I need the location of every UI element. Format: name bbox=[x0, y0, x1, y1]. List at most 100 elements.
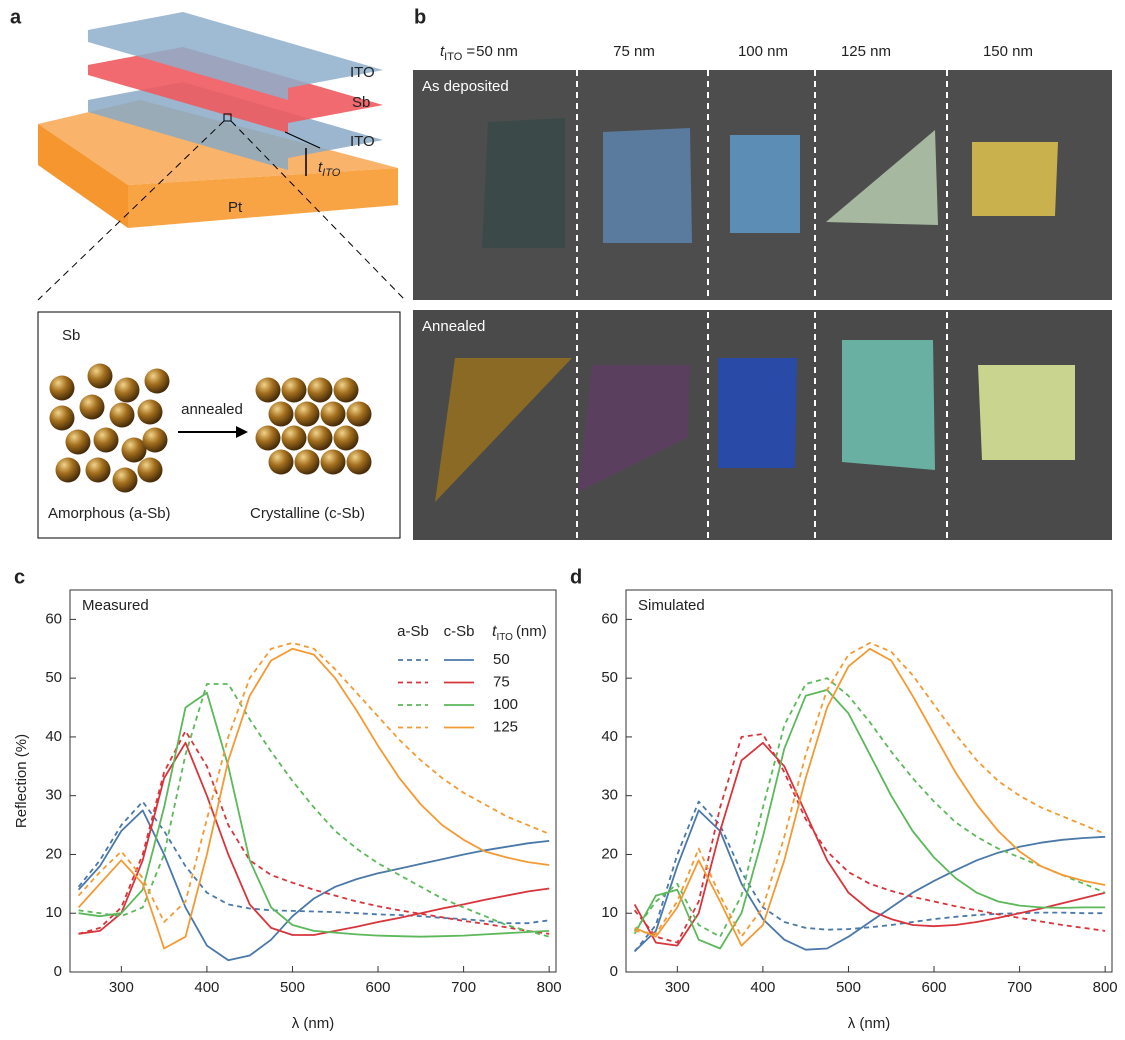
y-tick-label: 0 bbox=[54, 963, 62, 980]
atom bbox=[94, 428, 119, 453]
atom bbox=[86, 458, 111, 483]
atom bbox=[269, 402, 294, 427]
x-tick-label: 600 bbox=[366, 979, 391, 996]
series-line bbox=[635, 643, 1106, 937]
y-tick-label: 50 bbox=[601, 669, 618, 686]
x-tick-label: 300 bbox=[665, 979, 690, 996]
thickness-label: 125 nm bbox=[841, 43, 891, 60]
y-tick-label: 50 bbox=[45, 669, 62, 686]
layer-label: Pt bbox=[228, 199, 243, 216]
sample bbox=[603, 128, 692, 243]
legend-label: 50 bbox=[493, 651, 510, 668]
thickness-label: 100 nm bbox=[738, 43, 788, 60]
inset-title: Sb bbox=[62, 327, 80, 344]
thickness-label: 75 nm bbox=[613, 43, 655, 60]
atom bbox=[50, 376, 75, 401]
y-tick-label: 20 bbox=[45, 845, 62, 862]
sample bbox=[842, 340, 935, 470]
x-tick-label: 400 bbox=[750, 979, 775, 996]
sample bbox=[730, 135, 800, 233]
legend-title: tITO(nm) bbox=[492, 623, 547, 643]
atom bbox=[321, 450, 346, 475]
atom bbox=[308, 378, 333, 403]
panel-label: d bbox=[570, 566, 582, 588]
layer-label: ITO bbox=[350, 133, 375, 150]
x-tick-label: 500 bbox=[280, 979, 305, 996]
atom bbox=[295, 402, 320, 427]
atom bbox=[66, 430, 91, 455]
atom bbox=[269, 450, 294, 475]
subscript: ITO bbox=[496, 632, 513, 643]
atom bbox=[334, 426, 359, 451]
series-line bbox=[79, 643, 550, 922]
arrow-label: annealed bbox=[181, 401, 243, 418]
plot-frame bbox=[626, 590, 1112, 972]
x-tick-label: 300 bbox=[109, 979, 134, 996]
atom bbox=[110, 403, 135, 428]
atom bbox=[145, 369, 170, 394]
atom bbox=[321, 402, 346, 427]
subscript: ITO bbox=[322, 167, 341, 179]
legend-column: c-Sb bbox=[444, 623, 475, 640]
atom bbox=[282, 426, 307, 451]
series-line bbox=[635, 734, 1106, 943]
x-tick-label: 700 bbox=[451, 979, 476, 996]
layer-label: ITO bbox=[350, 64, 375, 81]
y-tick-label: 10 bbox=[601, 904, 618, 921]
atom bbox=[256, 426, 281, 451]
panel-label: a bbox=[10, 6, 22, 28]
atom bbox=[347, 402, 372, 427]
atom bbox=[282, 378, 307, 403]
thickness-label: 150 nm bbox=[983, 43, 1033, 60]
x-axis-label: λ (nm) bbox=[848, 1015, 891, 1032]
figure: a ITO Sb ITO Pt tITO Sb annealed Amorpho… bbox=[0, 0, 1125, 1035]
y-axis-label: Reflection (%) bbox=[13, 734, 30, 828]
y-tick-label: 10 bbox=[45, 904, 62, 921]
series-line bbox=[635, 649, 1106, 946]
atom bbox=[80, 395, 105, 420]
y-tick-label: 40 bbox=[601, 728, 618, 745]
plot-frame bbox=[70, 590, 556, 972]
y-tick-label: 60 bbox=[45, 610, 62, 627]
sample bbox=[482, 118, 565, 248]
chart-title: Simulated bbox=[638, 597, 705, 614]
thickness-label: 50 nm bbox=[476, 43, 518, 60]
legend-label: 75 bbox=[493, 673, 510, 690]
layer-label: Sb bbox=[352, 94, 370, 111]
atom bbox=[138, 458, 163, 483]
atom bbox=[113, 468, 138, 493]
panel-b: b tITO= 50 nm 75 nm 100 nm 125 nm 150 nm… bbox=[413, 6, 1112, 540]
y-tick-label: 60 bbox=[601, 610, 618, 627]
legend-label: 125 bbox=[493, 718, 518, 735]
sample bbox=[978, 365, 1075, 460]
equals: = bbox=[466, 43, 475, 60]
row-label: Annealed bbox=[422, 318, 485, 335]
x-tick-label: 600 bbox=[922, 979, 947, 996]
panel-label: b bbox=[414, 6, 426, 28]
row-label: As deposited bbox=[422, 78, 509, 95]
series-line bbox=[79, 649, 550, 949]
atom bbox=[50, 406, 75, 431]
subscript: ITO bbox=[444, 51, 463, 63]
atom bbox=[138, 400, 163, 425]
header: tITO= bbox=[440, 43, 475, 63]
y-tick-label: 40 bbox=[45, 728, 62, 745]
phase-label: Amorphous (a-Sb) bbox=[48, 505, 171, 522]
unit: (nm) bbox=[516, 623, 547, 640]
panel-label: c bbox=[14, 566, 25, 588]
y-tick-label: 20 bbox=[601, 845, 618, 862]
series-line bbox=[635, 810, 1106, 951]
atom bbox=[308, 426, 333, 451]
atom bbox=[295, 450, 320, 475]
atom bbox=[334, 378, 359, 403]
x-tick-label: 800 bbox=[537, 979, 562, 996]
atom bbox=[56, 458, 81, 483]
sample bbox=[972, 142, 1058, 216]
legend: a-Sbc-SbtITO(nm)5075100125 bbox=[397, 623, 547, 736]
legend-column: a-Sb bbox=[397, 623, 429, 640]
series-line bbox=[79, 693, 550, 937]
atom bbox=[143, 428, 168, 453]
y-tick-label: 0 bbox=[610, 963, 618, 980]
